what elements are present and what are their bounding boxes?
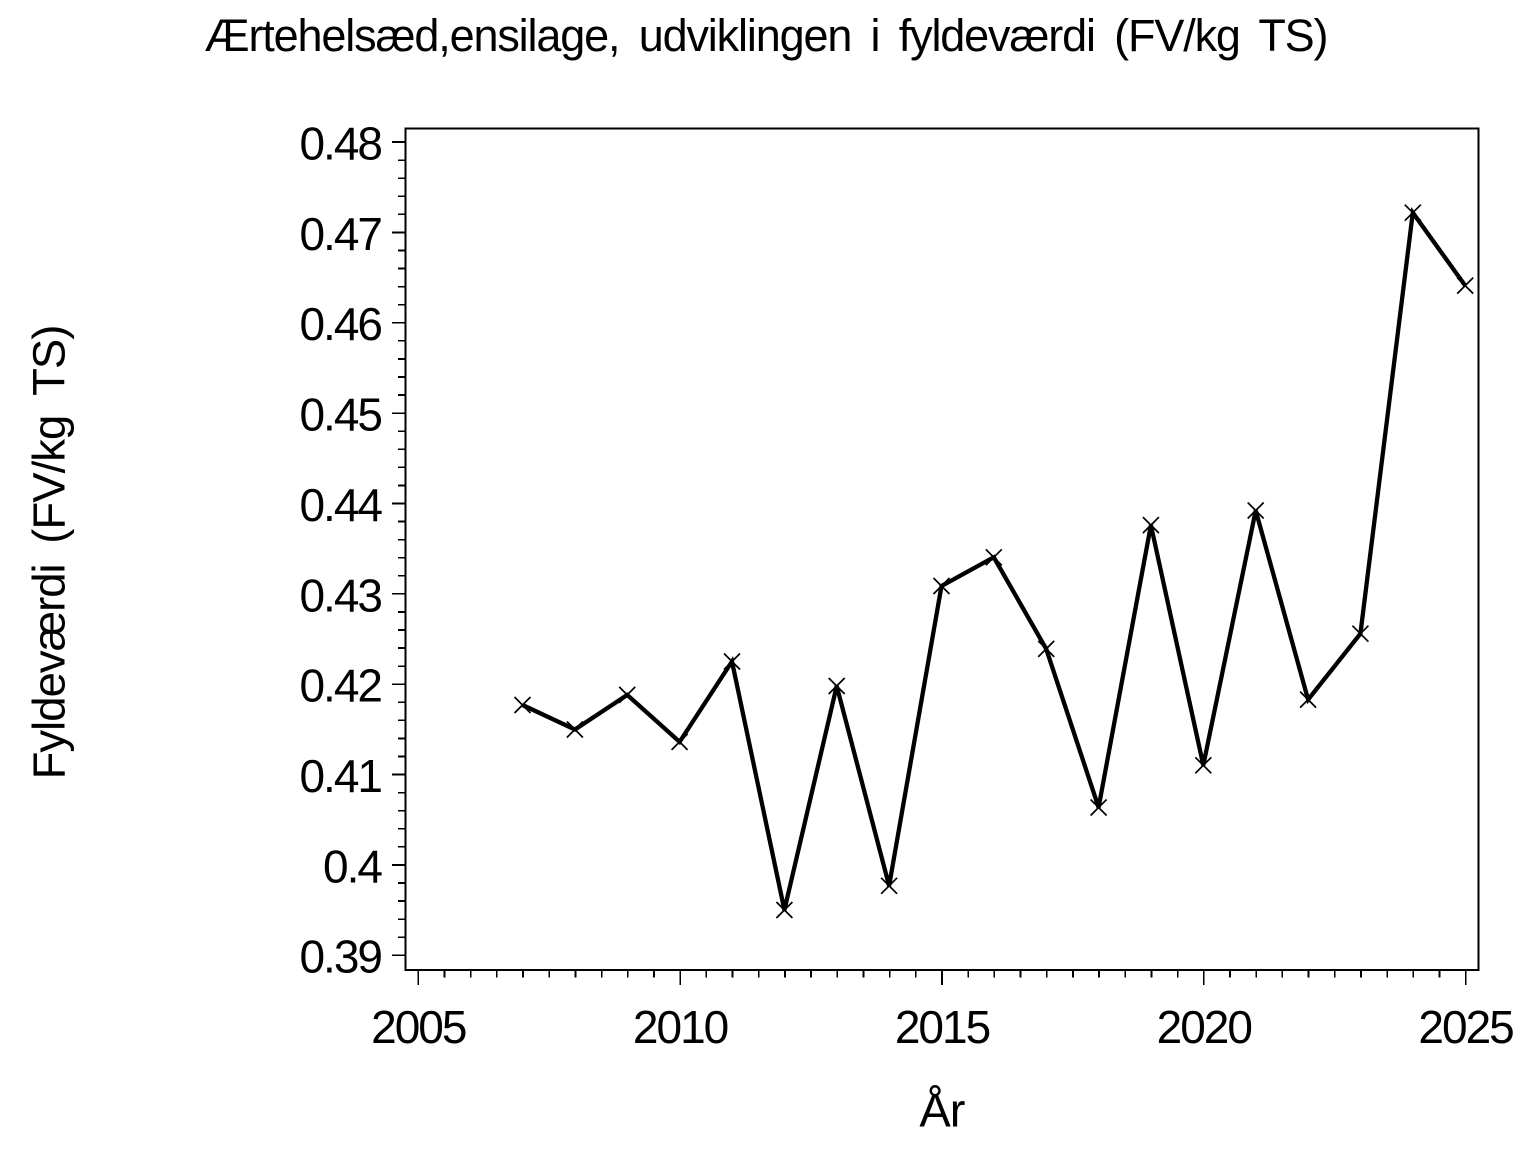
svg-text:2005: 2005 — [371, 1001, 466, 1053]
svg-text:0.41: 0.41 — [299, 750, 381, 802]
svg-text:Ærtehelsæd,ensilage, udvikling: Ærtehelsæd,ensilage, udviklingen i fylde… — [205, 10, 1328, 61]
svg-text:0.46: 0.46 — [299, 298, 381, 350]
svg-text:År: År — [919, 1084, 964, 1137]
svg-text:0.44: 0.44 — [299, 479, 382, 531]
svg-text:2015: 2015 — [895, 1001, 990, 1053]
svg-text:Fyldeværdi (FV/kg TS): Fyldeværdi (FV/kg TS) — [24, 326, 75, 780]
svg-text:2010: 2010 — [633, 1001, 728, 1053]
svg-text:0.43: 0.43 — [299, 569, 381, 621]
svg-text:0.48: 0.48 — [299, 118, 381, 170]
svg-text:0.4: 0.4 — [323, 840, 382, 892]
svg-text:2025: 2025 — [1418, 1001, 1513, 1053]
svg-text:0.47: 0.47 — [299, 208, 381, 260]
svg-text:0.42: 0.42 — [299, 660, 381, 712]
svg-text:0.39: 0.39 — [299, 931, 381, 983]
svg-text:2020: 2020 — [1157, 1001, 1252, 1053]
svg-text:0.45: 0.45 — [299, 389, 381, 441]
